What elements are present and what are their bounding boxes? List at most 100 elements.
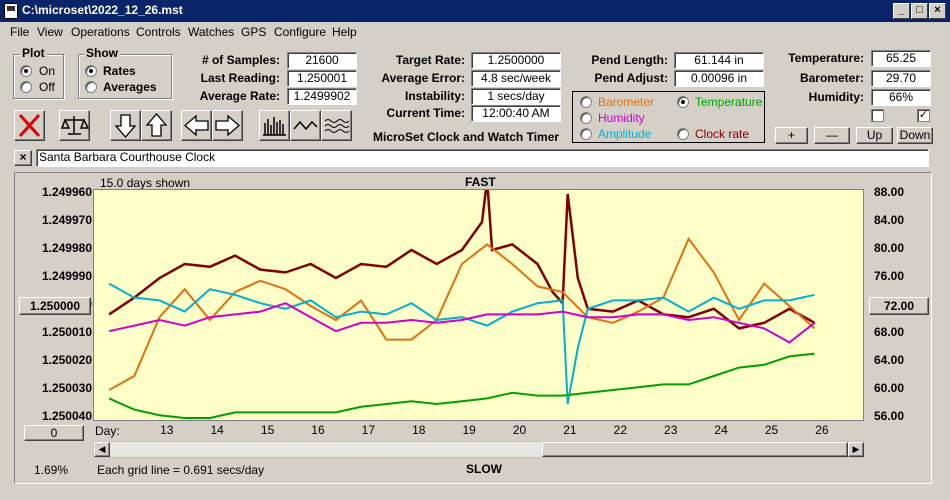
close-button[interactable]: × <box>929 3 946 19</box>
x-tick: 16 <box>311 423 325 437</box>
balance-icon <box>60 116 90 135</box>
arrow-up-icon <box>145 113 168 137</box>
barometer-radio[interactable] <box>580 96 592 108</box>
show-rates-radio[interactable] <box>85 65 97 77</box>
menu-help[interactable]: Help <box>332 25 357 39</box>
series-amplitude-line <box>108 282 815 405</box>
menu-watches[interactable]: Watches <box>188 25 235 39</box>
average-error-label: Average Error: <box>381 71 465 85</box>
stop-button[interactable] <box>14 110 45 141</box>
up-arrow-button[interactable] <box>141 110 172 141</box>
current-time-field: 12:00:40 AM <box>471 105 561 122</box>
y-left-tick: 1.250010 <box>41 325 92 339</box>
pend-length-label: Pend Length: <box>591 53 668 67</box>
grid-note: Each grid line = 0.691 secs/day <box>97 463 265 477</box>
maximize-button[interactable]: □ <box>911 3 928 19</box>
target-rate-field[interactable]: 1.2500000 <box>471 52 561 69</box>
temperature-option-label: Temperature <box>695 95 763 109</box>
barometer-field: 29.70 <box>871 70 931 87</box>
y-right-tick: 68.00 <box>874 325 905 339</box>
scroll-right-button[interactable] <box>212 110 243 141</box>
last-reading-field: 1.250001 <box>287 70 357 87</box>
show-group <box>78 54 172 99</box>
zero-button[interactable]: 0 <box>24 425 84 441</box>
scroll-right-arrow-icon[interactable]: ▶ <box>848 442 864 457</box>
scroll-left-button[interactable] <box>181 110 212 141</box>
target-rate-label: Target Rate: <box>395 53 465 67</box>
scroll-left-arrow-icon[interactable]: ◀ <box>94 442 110 457</box>
bar-chart-button[interactable] <box>259 110 290 141</box>
pend-length-field[interactable]: 61.144 in <box>674 52 764 69</box>
x-tick: 23 <box>664 423 678 437</box>
arrow-left-icon <box>184 114 209 137</box>
y-right-tick: 76.00 <box>874 269 905 283</box>
y-right-tick: 64.00 <box>874 353 905 367</box>
app-subtitle: MicroSet Clock and Watch Timer <box>373 130 560 144</box>
x-tick: 24 <box>714 423 728 437</box>
x-tick: 22 <box>613 423 627 437</box>
x-tick: 19 <box>462 423 476 437</box>
barometer-option-label: Barometer <box>598 95 655 109</box>
menu-configure[interactable]: Configure <box>274 25 327 39</box>
option-checkbox-1[interactable] <box>871 109 884 122</box>
average-rate-field: 1.2499902 <box>287 88 357 105</box>
x-tick: 25 <box>764 423 779 437</box>
line-chart-button[interactable] <box>290 110 321 141</box>
plus-button[interactable]: + <box>775 127 808 144</box>
menu-view[interactable]: View <box>37 25 63 39</box>
amplitude-radio[interactable] <box>580 128 592 140</box>
center-rate-button[interactable]: 1.250000 <box>19 297 91 315</box>
plot-group-title: Plot <box>20 46 47 60</box>
plot-off-radio[interactable] <box>20 81 32 93</box>
plot-on-label: On <box>39 64 56 78</box>
noise-chart-button[interactable] <box>321 110 352 141</box>
show-averages-radio[interactable] <box>85 81 97 93</box>
arrow-down-icon <box>114 114 137 138</box>
clock-rate-radio[interactable] <box>677 128 689 140</box>
clear-clock-button[interactable]: × <box>14 150 32 166</box>
scrollbar-thumb[interactable] <box>542 442 848 457</box>
pend-adjust-label: Pend Adjust: <box>594 71 668 85</box>
minus-button[interactable]: — <box>814 127 850 144</box>
average-rate-label: Average Rate: <box>199 89 280 103</box>
y-right-tick: 60.00 <box>874 381 905 395</box>
temperature-radio[interactable] <box>677 96 689 108</box>
up-button[interactable]: Up <box>856 127 893 144</box>
humidity-radio[interactable] <box>580 112 592 124</box>
clock-rate-option-label: Clock rate <box>695 127 750 141</box>
x-tick: 13 <box>160 423 174 437</box>
menu-gps[interactable]: GPS <box>241 25 267 39</box>
series-temperature-line <box>108 352 815 419</box>
chart-panel <box>14 172 932 484</box>
instability-label: Instability: <box>404 89 465 103</box>
slow-label: SLOW <box>466 462 502 476</box>
option-checkbox-2[interactable]: ✓ <box>917 109 930 122</box>
menu-file[interactable]: File <box>10 25 30 39</box>
minimize-button[interactable]: _ <box>893 3 910 19</box>
app-icon <box>4 3 18 19</box>
balance-button[interactable] <box>59 110 90 141</box>
plot-off-label: Off <box>39 80 55 94</box>
y-left-tick: 1.250020 <box>41 353 92 367</box>
percent-label: 1.69% <box>34 463 69 477</box>
menu-bar: File View Operations Controls Watches GP… <box>0 22 950 42</box>
horizontal-scrollbar[interactable]: ◀ ▶ <box>93 441 864 458</box>
x-icon <box>18 113 41 138</box>
humidity-option-label: Humidity <box>598 111 645 125</box>
temperature-field: 65.25 <box>871 50 931 67</box>
title-bar: C:\microset\2022_12_26.mst _ □ × <box>0 0 950 22</box>
pend-adjust-field: 0.00096 in <box>674 70 764 87</box>
menu-operations[interactable]: Operations <box>71 25 130 39</box>
y-left-tick: 1.249980 <box>41 241 92 255</box>
down-button[interactable]: Down <box>897 127 933 144</box>
x-tick: 15 <box>260 423 275 437</box>
plot-on-radio[interactable] <box>20 65 32 77</box>
samples-label: # of Samples: <box>201 53 280 67</box>
clock-name-field[interactable]: Santa Barbara Courthouse Clock <box>36 149 929 167</box>
down-arrow-button[interactable] <box>110 110 141 141</box>
center-temp-button[interactable]: 72.00 <box>869 297 929 315</box>
humidity-label: Humidity: <box>808 90 864 104</box>
menu-controls[interactable]: Controls <box>136 25 181 39</box>
bar-chart-icon <box>263 117 286 136</box>
y-left-tick: 1.250040 <box>41 409 92 423</box>
